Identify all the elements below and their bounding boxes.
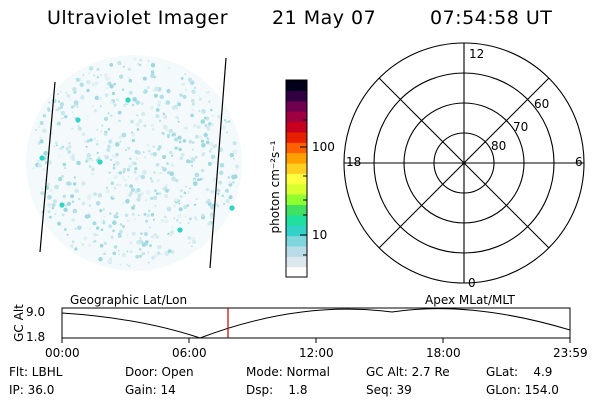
date-label: 21 May 07 xyxy=(272,7,377,29)
colorbar-unit-label: photon cm⁻²s⁻¹ xyxy=(268,140,282,234)
lat-label-80: 80 xyxy=(491,139,507,153)
colorbar-cell xyxy=(286,256,307,268)
colorbar-cell xyxy=(286,100,307,112)
colorbar-cell xyxy=(286,80,307,91)
time-tick-0000: 00:00 xyxy=(45,346,80,360)
terminator-right xyxy=(209,57,227,269)
status-door: Door: Open xyxy=(125,365,194,379)
colorbar-cell xyxy=(286,266,307,278)
colorbar-cell xyxy=(286,245,307,257)
lat-label-70: 70 xyxy=(513,120,529,134)
gc-alt-max: 9.0 xyxy=(26,305,46,319)
colorbar-cell xyxy=(286,142,307,154)
colorbar-cell xyxy=(286,90,307,102)
colorbar-cell xyxy=(286,131,307,143)
colorbar-cell xyxy=(286,173,307,185)
colorbar xyxy=(285,79,308,278)
status-flt: Flt: LBHL xyxy=(9,365,63,379)
colorbar-cell xyxy=(286,235,307,247)
colorbar-tick-100: 100 xyxy=(312,140,335,154)
mlt-label-18: 18 xyxy=(346,155,362,169)
colorbar-cell xyxy=(286,183,307,195)
instrument-title: Ultraviolet Imager xyxy=(47,7,229,29)
mlt-label-6: 6 xyxy=(575,155,583,169)
colorbar-tick-10: 10 xyxy=(312,228,328,242)
mlt-label-12: 12 xyxy=(469,47,485,61)
gc-alt-axis-title: GC Alt xyxy=(12,304,26,342)
status-seq: Seq: 39 xyxy=(366,383,412,397)
uv-speckles xyxy=(32,57,240,268)
lat-label-60: 60 xyxy=(534,97,550,111)
status-glon: GLon: 154.0 xyxy=(486,383,559,397)
time-tick-2359: 23:59 xyxy=(553,346,588,360)
status-mode: Mode: Normal xyxy=(246,365,330,379)
time-tick-1800: 18:00 xyxy=(426,346,461,360)
status-gc-alt: GC Alt: 2.7 Re xyxy=(366,365,450,379)
colorbar-cell xyxy=(286,121,307,133)
uv-image xyxy=(26,55,242,271)
colorbar-cell xyxy=(286,162,307,174)
colorbar-cell xyxy=(286,204,307,216)
timeline-plot xyxy=(61,307,571,343)
apex-label: Apex MLat/MLT xyxy=(425,293,515,307)
status-glat: GLat: 4.9 xyxy=(486,365,553,379)
terminator-left xyxy=(39,81,56,253)
colorbar-cell xyxy=(286,152,307,164)
colorbar-cell xyxy=(286,194,307,206)
gc-alt-min: 1.8 xyxy=(26,330,46,344)
time-label: 07:54:58 UT xyxy=(430,7,553,29)
geographic-label: Geographic Lat/Lon xyxy=(70,293,188,307)
colorbar-cell xyxy=(286,214,307,226)
mlt-label-0: 0 xyxy=(468,276,476,290)
status-dsp: Dsp: 1.8 xyxy=(246,383,308,397)
polar-grid xyxy=(343,42,585,284)
status-ip: IP: 36.0 xyxy=(9,383,55,397)
colorbar-cell xyxy=(286,225,307,237)
colorbar-cell xyxy=(286,111,307,123)
time-tick-0600: 06:00 xyxy=(172,346,207,360)
status-gain: Gain: 14 xyxy=(125,383,176,397)
time-tick-1200: 12:00 xyxy=(299,346,334,360)
